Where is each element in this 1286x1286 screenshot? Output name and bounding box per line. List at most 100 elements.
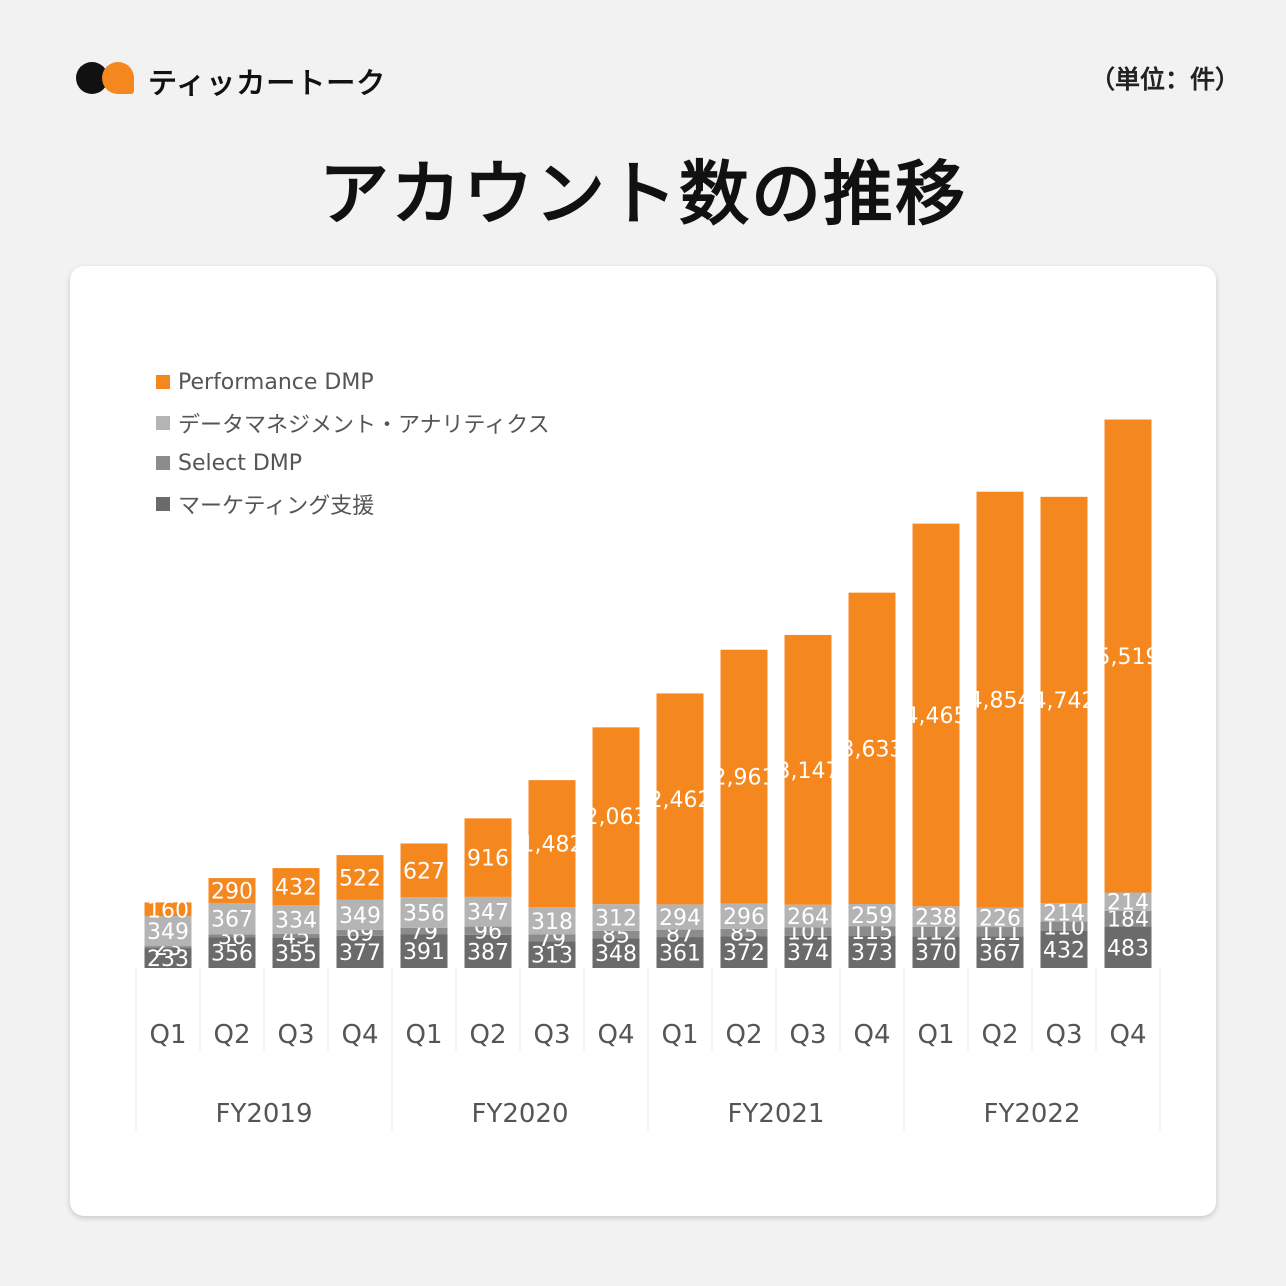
data-label-marketing-support: 361 [659, 942, 701, 967]
legend-item-select-dmp: Select DMP [156, 443, 550, 484]
bar-segment-marketing-support [528, 941, 576, 968]
legend-item-performance-dmp: Performance DMP [156, 362, 550, 403]
bar-segment-data-management [1104, 892, 1152, 911]
data-label-data-management: 294 [659, 906, 701, 931]
bar-segment-performance-dmp [976, 491, 1024, 908]
data-label-marketing-support: 355 [275, 942, 317, 967]
data-label-data-management: 356 [403, 901, 445, 926]
data-label-marketing-support: 432 [1043, 938, 1085, 963]
bar-segment-marketing-support [784, 935, 832, 968]
data-label-performance-dmp: 1,482 [521, 833, 584, 858]
bar-segment-marketing-support [1104, 926, 1152, 968]
x-tick-label: Q2 [469, 1020, 506, 1050]
bar-segment-select-dmp [976, 927, 1024, 937]
x-group-label: FY2021 [727, 1099, 824, 1129]
x-tick-label: Q2 [981, 1020, 1018, 1050]
x-tick-label: Q1 [661, 1020, 698, 1050]
bar-segment-performance-dmp [784, 634, 832, 905]
bar-segment-select-dmp [848, 926, 896, 937]
bar-segment-select-dmp [208, 934, 256, 938]
bar-segment-performance-dmp [592, 727, 640, 905]
legend-swatch [156, 496, 170, 511]
data-label-performance-dmp: 160 [147, 898, 189, 923]
bar-segment-marketing-support [656, 937, 704, 968]
data-label-data-management: 296 [723, 905, 765, 930]
bar-segment-marketing-support [272, 937, 320, 968]
data-label-data-management: 264 [787, 905, 829, 930]
bar-segment-data-management [464, 896, 512, 927]
legend-label: マーケティング支援 [178, 493, 375, 519]
bar-segment-performance-dmp [144, 902, 192, 917]
bar-segment-select-dmp [336, 929, 384, 936]
legend-item-data-management: データマネジメント・アナリティクス [156, 403, 550, 444]
bar-segment-select-dmp [1104, 910, 1152, 927]
data-label-marketing-support: 377 [339, 941, 381, 966]
legend-item-marketing-support: マーケティング支援 [156, 484, 550, 525]
legend-swatch [156, 456, 170, 471]
x-tick-label: Q4 [597, 1020, 634, 1050]
data-label-performance-dmp: 4,742 [1033, 689, 1096, 714]
data-label-performance-dmp: 3,147 [777, 759, 840, 784]
bar-segment-marketing-support [1040, 930, 1088, 968]
data-label-performance-dmp: 916 [467, 847, 509, 872]
bar-segment-select-dmp [528, 934, 576, 942]
data-label-marketing-support: 374 [787, 941, 829, 966]
bar-segment-performance-dmp [720, 649, 768, 904]
bar-segment-data-management [1040, 903, 1088, 922]
legend-label: データマネジメント・アナリティクス [178, 412, 550, 438]
bar-segment-performance-dmp [272, 868, 320, 906]
bar-segment-select-dmp [656, 929, 704, 938]
data-label-data-management: 334 [275, 908, 317, 933]
x-tick-label: Q4 [1109, 1020, 1146, 1050]
bar-segment-performance-dmp [848, 592, 896, 904]
bar-segment-data-management [208, 902, 256, 935]
bar-segment-select-dmp [1040, 921, 1088, 931]
bar-segment-data-management [336, 899, 384, 930]
bar-segment-data-management [400, 897, 448, 928]
bar-segment-performance-dmp [1040, 496, 1088, 904]
legend-label: Select DMP [178, 450, 303, 476]
bar-segment-performance-dmp [912, 523, 960, 907]
bar-segment-select-dmp [464, 926, 512, 935]
bar-segment-data-management [976, 907, 1024, 928]
x-tick-label: Q3 [1045, 1020, 1082, 1050]
bar-segment-data-management [720, 903, 768, 929]
x-tick-label: Q3 [277, 1020, 314, 1050]
bar-segment-select-dmp [272, 933, 320, 938]
data-label-marketing-support: 367 [979, 941, 1021, 966]
chart-card [70, 266, 1216, 1216]
data-label-data-management: 214 [1043, 901, 1085, 926]
x-tick-label: Q4 [341, 1020, 378, 1050]
bar-segment-marketing-support [208, 937, 256, 968]
bar-segment-data-management [848, 903, 896, 927]
bar-segment-marketing-support [592, 938, 640, 968]
bar-segment-marketing-support [400, 934, 448, 968]
data-label-marketing-support: 348 [595, 942, 637, 967]
x-tick-label: Q3 [789, 1020, 826, 1050]
bar-segment-data-management [656, 904, 704, 930]
bar-segment-marketing-support [144, 948, 192, 968]
bar-segment-marketing-support [336, 935, 384, 968]
data-label-performance-dmp: 522 [339, 867, 381, 892]
x-tick-label: Q1 [149, 1020, 186, 1050]
bar-segment-marketing-support [848, 936, 896, 968]
data-label-performance-dmp: 5,519 [1097, 645, 1160, 670]
bar-segment-marketing-support [464, 934, 512, 968]
data-label-select-dmp: 184 [1107, 908, 1149, 933]
data-label-performance-dmp: 627 [403, 859, 445, 884]
data-label-data-management: 214 [1107, 891, 1149, 916]
bar-segment-performance-dmp [656, 693, 704, 905]
bar-segment-data-management [528, 907, 576, 935]
legend-swatch [156, 415, 170, 430]
data-label-performance-dmp: 4,854 [969, 689, 1032, 714]
bar-segment-select-dmp [912, 926, 960, 937]
x-tick-label: Q1 [405, 1020, 442, 1050]
data-label-performance-dmp: 2,462 [649, 788, 712, 813]
bar-segment-data-management [592, 904, 640, 931]
bar-segment-performance-dmp [528, 780, 576, 908]
data-label-marketing-support: 391 [403, 940, 445, 965]
x-group-label: FY2019 [215, 1099, 312, 1129]
data-label-data-management: 347 [467, 901, 509, 926]
data-label-data-management: 238 [915, 905, 957, 930]
